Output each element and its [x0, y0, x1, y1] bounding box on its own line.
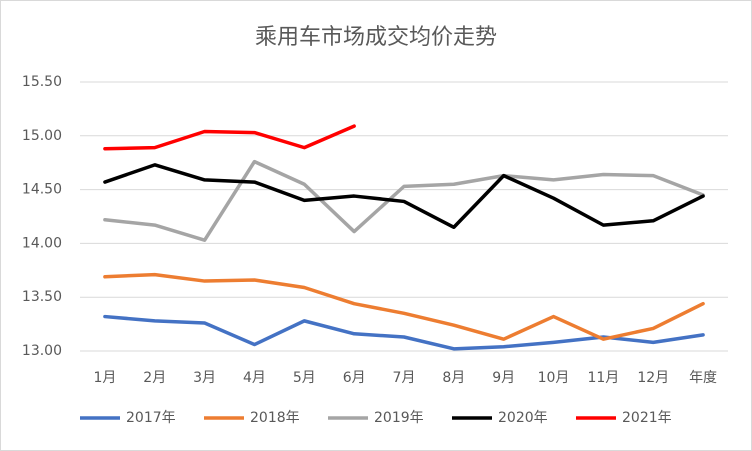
series-line [103, 272, 705, 341]
series-line [103, 124, 356, 151]
legend-label: 2019年 [374, 410, 424, 426]
y-tick-label: 15.00 [22, 128, 62, 144]
legend-label: 2017年 [126, 410, 176, 426]
x-tick-label: 6月 [343, 370, 366, 386]
x-tick-label: 3月 [193, 370, 216, 386]
y-tick-label: 14.00 [22, 235, 62, 251]
x-tick-label: 年度 [689, 370, 717, 386]
x-tick-label: 5月 [293, 370, 316, 386]
x-tick-label: 11月 [587, 370, 619, 386]
series-line [103, 163, 705, 230]
x-tick-label: 7月 [393, 370, 416, 386]
series-line [103, 159, 705, 242]
chart-title: 乘用车市场成交均价走势 [255, 25, 497, 50]
x-tick-label: 9月 [492, 370, 515, 386]
x-tick-label: 12月 [637, 370, 669, 386]
y-tick-label: 14.50 [22, 182, 62, 198]
y-tick-label: 15.50 [22, 74, 62, 90]
x-tick-label: 8月 [442, 370, 465, 386]
legend-label: 2018年 [250, 410, 300, 426]
x-tick-label: 2月 [143, 370, 166, 386]
legend-label: 2020年 [498, 410, 548, 426]
series-line [103, 314, 705, 351]
legend-label: 2021年 [622, 410, 672, 426]
x-tick-label: 10月 [538, 370, 570, 386]
x-tick-label: 1月 [93, 370, 116, 386]
x-tick-label: 4月 [243, 370, 266, 386]
y-tick-label: 13.00 [22, 343, 62, 359]
y-tick-label: 13.50 [22, 289, 62, 305]
